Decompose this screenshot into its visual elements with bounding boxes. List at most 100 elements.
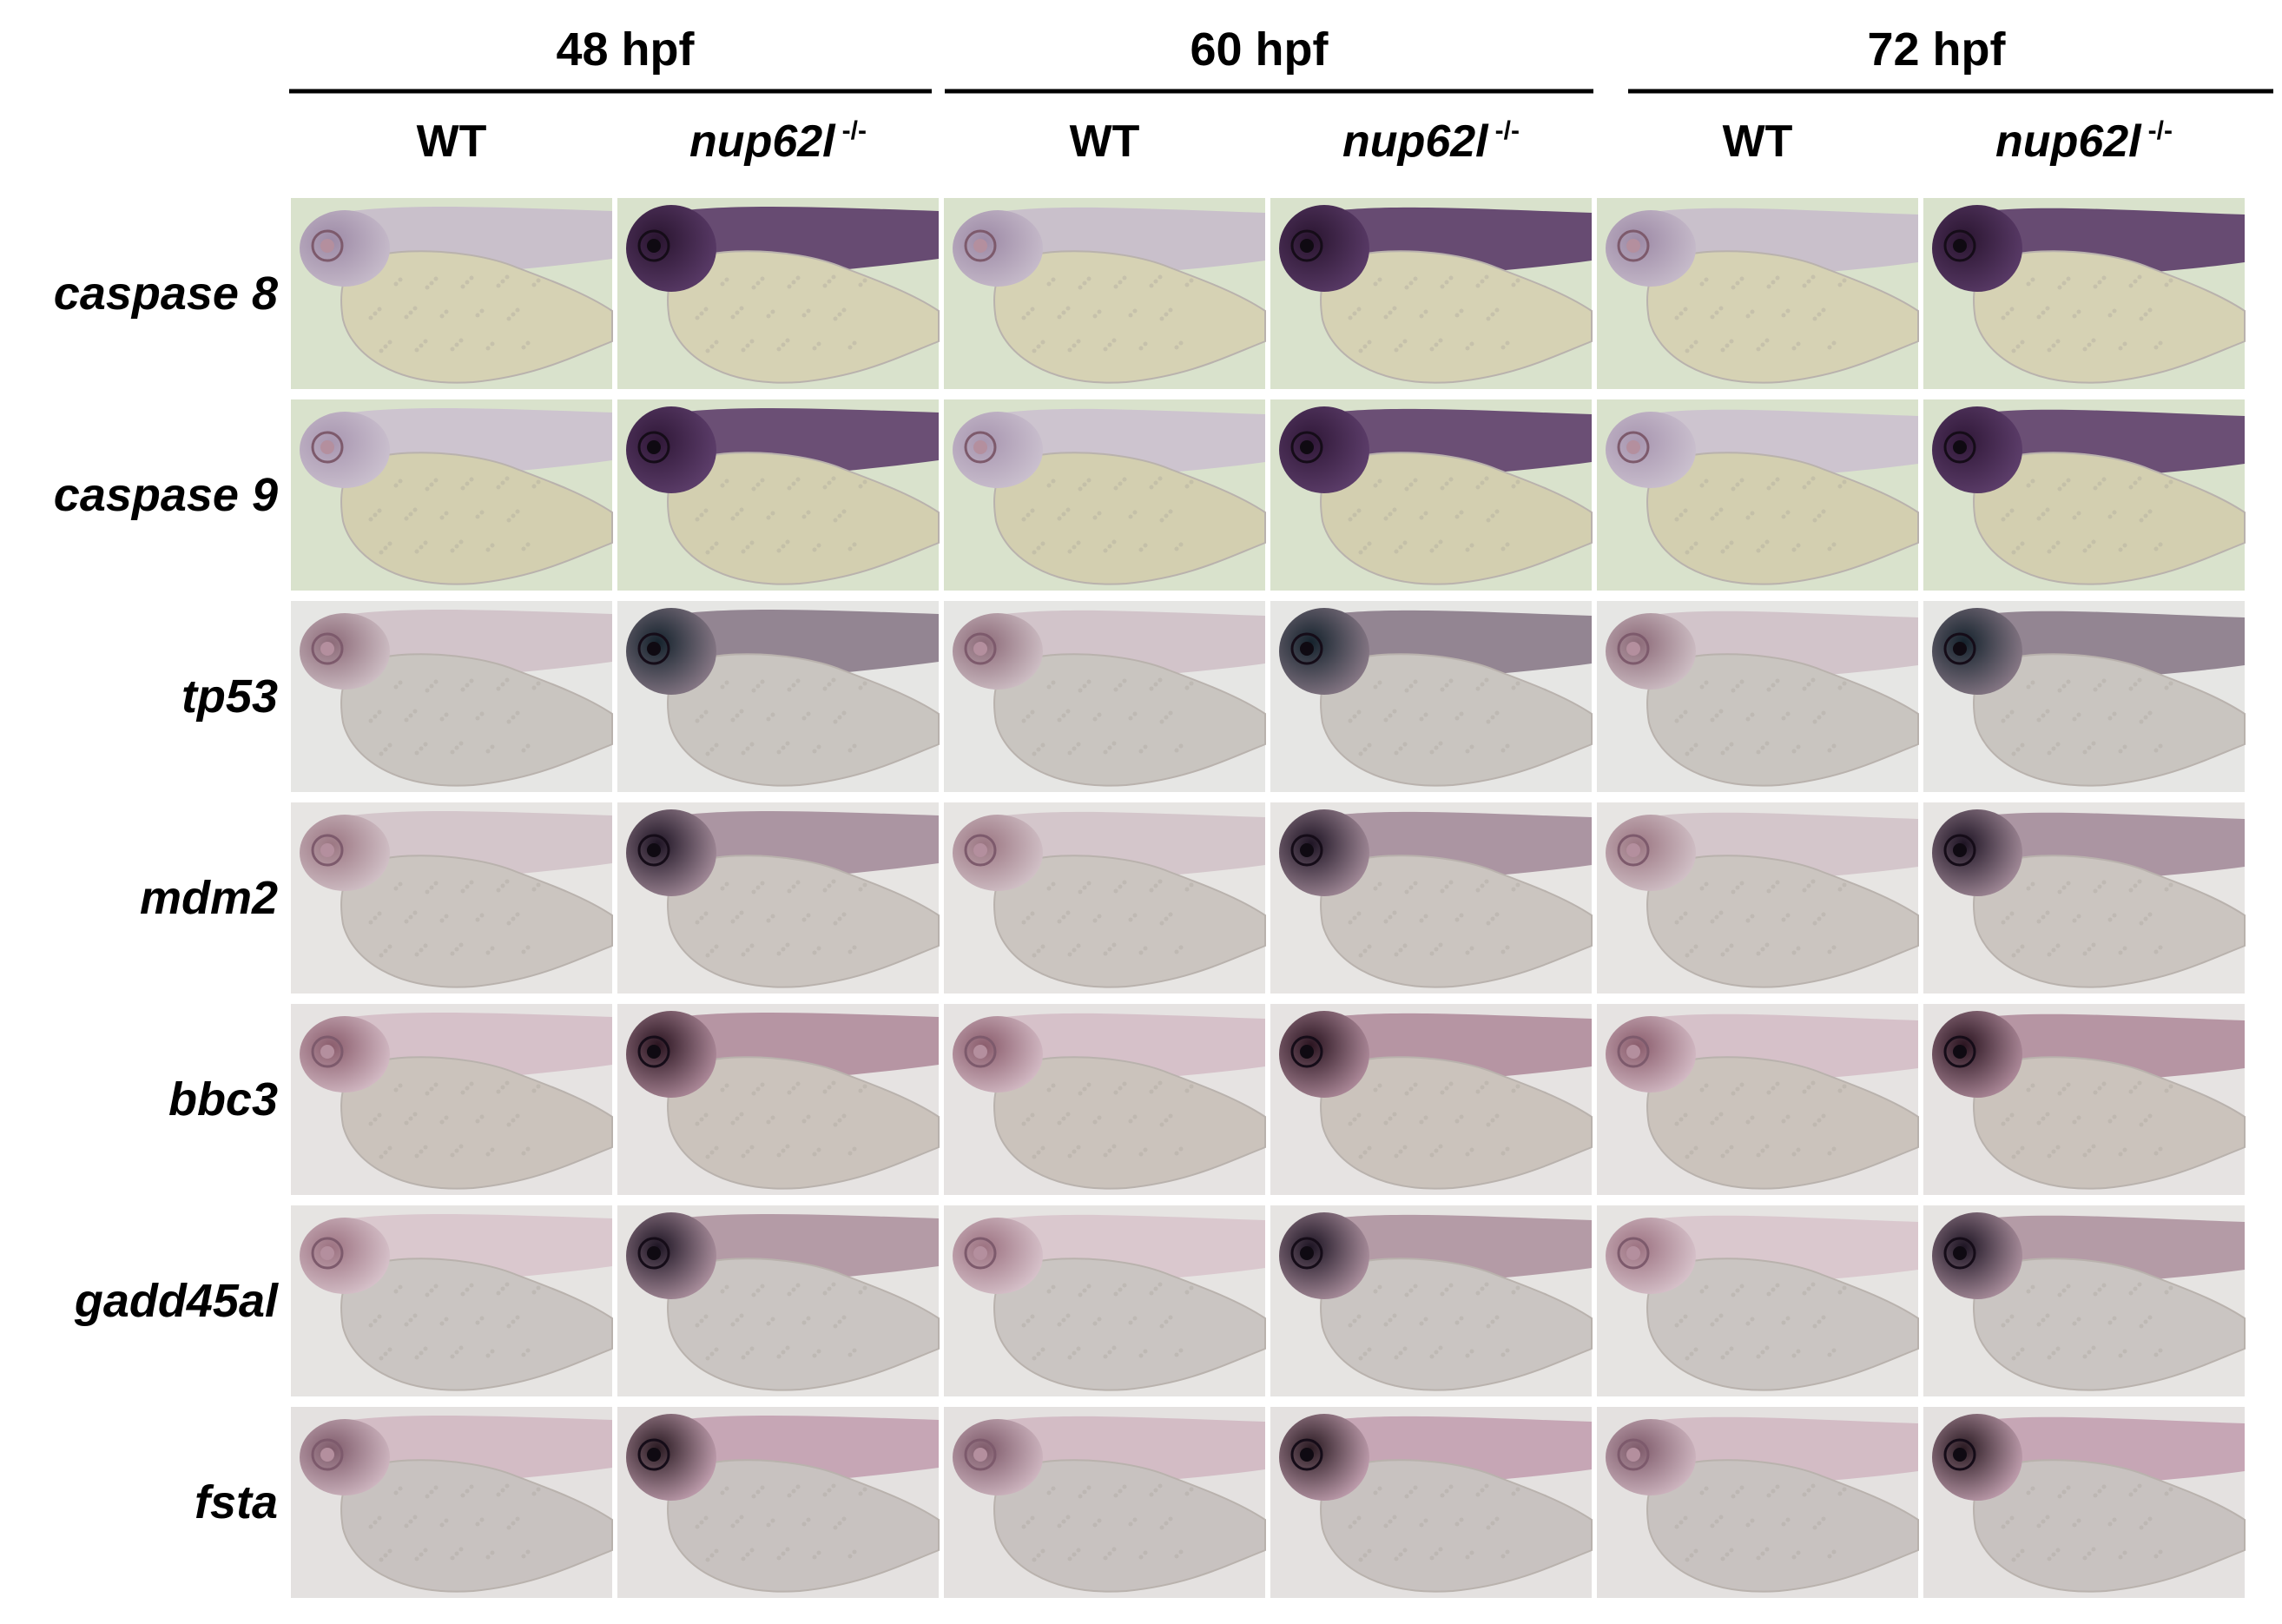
yolk-texture xyxy=(822,485,828,490)
yolk-texture xyxy=(735,512,740,517)
yolk-texture xyxy=(515,710,520,716)
yolk-texture xyxy=(1685,751,1690,756)
yolk-texture xyxy=(822,1291,828,1296)
yolk-texture xyxy=(1078,285,1083,290)
yolk-texture xyxy=(1806,480,1811,485)
embryo-yolk xyxy=(667,1459,940,1593)
yolk-texture xyxy=(379,550,384,555)
yolk-texture xyxy=(2153,949,2159,954)
yolk-texture xyxy=(1189,1487,1194,1492)
yolk-texture xyxy=(1032,751,1037,756)
yolk-texture xyxy=(858,1491,863,1496)
yolk-texture xyxy=(837,1521,842,1526)
embryo-panel-wt xyxy=(291,1205,613,1396)
yolk-texture xyxy=(1454,716,1460,721)
yolk-texture xyxy=(1480,480,1485,485)
yolk-texture xyxy=(490,744,495,749)
yolk-texture xyxy=(714,1347,719,1352)
yolk-texture xyxy=(2001,920,2006,925)
embryo-panel-wt xyxy=(291,198,613,389)
yolk-texture xyxy=(1107,947,1112,952)
embryo-panel-wt xyxy=(1597,1205,1919,1396)
embryo-yolk xyxy=(1320,653,1593,787)
yolk-texture xyxy=(1373,684,1378,690)
yolk-texture xyxy=(1030,1112,1035,1118)
yolk-texture xyxy=(1475,1089,1481,1094)
yolk-texture xyxy=(776,951,782,956)
yolk-texture xyxy=(1806,1286,1811,1291)
embryo-yolk xyxy=(1973,855,2246,988)
yolk-texture xyxy=(408,512,413,517)
yolk-texture xyxy=(2009,508,2015,513)
yolk-texture xyxy=(1750,1317,1755,1322)
yolk-texture xyxy=(1030,508,1035,513)
yolk-texture xyxy=(1720,1556,1725,1561)
yolk-texture xyxy=(2139,1122,2144,1127)
yolk-texture xyxy=(724,479,729,484)
yolk-texture xyxy=(770,712,775,717)
yolk-texture xyxy=(496,686,501,691)
yolk-texture xyxy=(862,681,867,686)
embryo-yolk xyxy=(1320,250,1593,384)
yolk-texture xyxy=(1480,682,1485,687)
yolk-texture xyxy=(1107,1551,1112,1556)
yolk-texture xyxy=(709,747,715,752)
yolk-texture xyxy=(1367,1347,1372,1352)
yolk-texture xyxy=(1731,1091,1736,1096)
yolk-texture xyxy=(1756,548,1761,553)
yolk-texture xyxy=(2091,1547,2096,1552)
embryo-lens xyxy=(1953,239,1967,253)
yolk-texture xyxy=(2164,1088,2169,1093)
yolk-texture xyxy=(1097,914,1102,919)
yolk-texture xyxy=(1122,678,1127,683)
yolk-texture xyxy=(1032,348,1037,353)
yolk-texture xyxy=(2143,513,2148,518)
yolk-texture xyxy=(1683,1515,1688,1521)
yolk-texture xyxy=(444,309,449,314)
yolk-texture xyxy=(368,1121,373,1126)
yolk-texture xyxy=(2072,515,2077,520)
embryo-yolk xyxy=(1320,1459,1593,1593)
yolk-texture xyxy=(745,1552,750,1557)
yolk-texture xyxy=(2051,947,2056,953)
embryo-panel-wt xyxy=(291,399,613,591)
yolk-texture xyxy=(2030,680,2035,685)
yolk-texture xyxy=(770,914,775,919)
yolk-texture xyxy=(368,517,373,522)
yolk-texture xyxy=(2164,1491,2169,1496)
yolk-texture xyxy=(444,712,449,717)
yolk-texture xyxy=(2015,1553,2021,1558)
yolk-texture xyxy=(439,716,445,722)
yolk-texture xyxy=(1388,512,1393,517)
yolk-texture xyxy=(1138,1152,1144,1157)
yolk-texture xyxy=(393,886,399,891)
yolk-texture xyxy=(433,1485,439,1490)
yolk-texture xyxy=(760,478,765,483)
yolk-texture xyxy=(755,1489,761,1495)
yolk-texture xyxy=(1143,744,1148,749)
yolk-texture xyxy=(465,1287,470,1292)
yolk-texture xyxy=(490,341,495,347)
yolk-texture xyxy=(1092,1321,1098,1326)
yolk-texture xyxy=(705,1154,710,1159)
yolk-texture xyxy=(1490,312,1495,317)
yolk-texture xyxy=(2153,1151,2159,1156)
yolk-texture xyxy=(2051,746,2056,751)
yolk-texture xyxy=(1465,950,1470,955)
yolk-texture xyxy=(2072,314,2077,319)
yolk-texture xyxy=(1821,509,1826,514)
yolk-texture xyxy=(2137,677,2142,683)
yolk-texture xyxy=(2045,910,2050,915)
embryo-eye xyxy=(1290,229,1323,262)
yolk-texture xyxy=(1413,276,1418,281)
embryo-eye xyxy=(311,1438,344,1471)
yolk-texture xyxy=(1469,946,1474,951)
yolk-texture xyxy=(511,1118,516,1123)
yolk-texture xyxy=(1469,543,1474,548)
yolk-texture xyxy=(1766,284,1771,289)
yolk-texture xyxy=(1138,1555,1144,1560)
yolk-texture xyxy=(2139,316,2144,321)
yolk-texture xyxy=(1505,340,1510,346)
yolk-texture xyxy=(1796,1147,1801,1152)
embryo-yolk xyxy=(993,1258,1266,1391)
